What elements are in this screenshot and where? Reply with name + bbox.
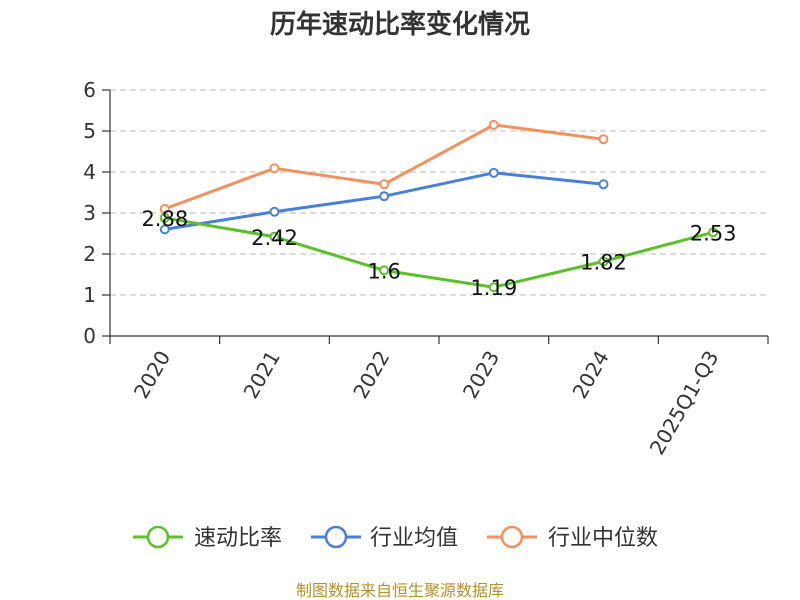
data-point — [269, 231, 280, 242]
legend-label: 行业均值 — [370, 526, 458, 551]
x-tick-label: 2024 — [568, 347, 614, 403]
data-point — [379, 179, 390, 190]
data-point — [379, 265, 390, 276]
data-point — [159, 212, 170, 223]
series-line — [164, 216, 714, 289]
y-tick-label: 2 — [83, 242, 96, 266]
y-axis-ticks: 0 1 2 3 4 5 6 — [83, 78, 110, 348]
data-point — [159, 224, 170, 235]
legend-label: 速动比率 — [194, 526, 282, 551]
data-label: 1.82 — [580, 250, 627, 274]
legend-marker — [324, 525, 348, 549]
y-tick-label: 0 — [83, 324, 96, 348]
series-lines — [159, 119, 719, 293]
data-label: 2.42 — [251, 226, 298, 250]
axes — [109, 90, 768, 337]
x-tick-label: 2020 — [129, 347, 175, 403]
y-tick-label: 6 — [83, 78, 96, 102]
x-tick-label: 2023 — [458, 347, 504, 403]
data-point — [598, 134, 609, 145]
data-point — [379, 191, 390, 202]
series-1 — [159, 167, 609, 235]
x-tick-label: 2022 — [348, 347, 394, 403]
data-point — [708, 227, 719, 238]
data-label: 1.19 — [470, 276, 517, 300]
data-label: 2.88 — [141, 207, 188, 231]
series-2 — [159, 119, 609, 214]
data-labels: 2.88 2.42 1.6 1.19 1.82 2.53 — [141, 207, 736, 300]
x-tick-label: 2025Q1-Q3 — [645, 347, 724, 459]
y-tick-label: 1 — [83, 283, 96, 307]
source-note: 制图数据来自恒生聚源数据库 — [296, 581, 504, 600]
x-axis-ticks: 2020 2021 2022 2023 2024 2025Q1-Q3 — [109, 336, 769, 459]
series-0 — [159, 212, 719, 293]
data-label: 1.6 — [367, 259, 400, 283]
data-point — [488, 119, 499, 130]
data-label: 2.53 — [690, 221, 737, 245]
y-tick-label: 3 — [83, 201, 96, 225]
x-tick-label: 2021 — [239, 347, 285, 403]
data-point — [488, 282, 499, 293]
data-point — [598, 179, 609, 190]
chart-title: 历年速动比率变化情况 — [270, 9, 530, 40]
data-point — [159, 203, 170, 214]
legend-marker — [500, 525, 524, 549]
data-point — [488, 167, 499, 178]
y-tick-label: 5 — [83, 119, 96, 143]
legend-marker — [146, 525, 170, 549]
data-point — [598, 256, 609, 267]
data-point — [269, 206, 280, 217]
legend-label: 行业中位数 — [548, 526, 658, 551]
y-tick-label: 4 — [83, 160, 96, 184]
legend: 速动比率 行业均值 行业中位数 — [133, 525, 658, 551]
data-point — [269, 163, 280, 174]
